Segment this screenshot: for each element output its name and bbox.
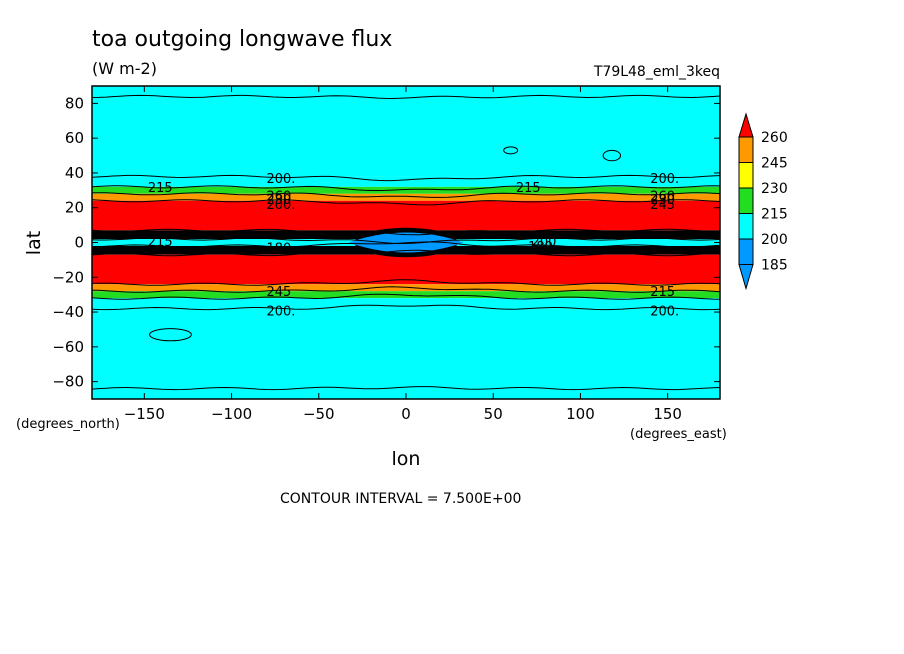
contour-label-15: 180	[528, 240, 553, 255]
contour-line-10	[91, 293, 721, 300]
colorbar-segment-3	[738, 213, 754, 240]
band-0	[92, 86, 720, 177]
colorbar-segment-4	[738, 238, 754, 265]
colorbar-label: 245	[761, 156, 788, 172]
y-tick-label: 40	[65, 164, 84, 182]
contour-line-13	[91, 386, 721, 391]
x-axis-label: lon	[392, 448, 421, 470]
y-tick-label: 80	[65, 94, 84, 112]
band-12	[92, 308, 720, 399]
contour-interval: CONTOUR INTERVAL = 7.500E+00	[280, 491, 521, 507]
colorbar-bottom-arrow	[738, 264, 754, 291]
colorbar-label: 200	[761, 232, 788, 248]
y-tick-label: 20	[65, 199, 84, 217]
contour-line-7	[91, 249, 721, 257]
contour-line-9	[91, 286, 721, 293]
contour-label-8: 230	[266, 193, 291, 208]
colorbar-top-arrow	[738, 112, 754, 138]
colorbar-label: 215	[761, 207, 788, 223]
contour-line-12	[91, 94, 721, 100]
contour-label-7: 260	[266, 190, 291, 205]
x-tick-label: −150	[124, 405, 165, 423]
contour-label-1: 200.	[266, 172, 295, 187]
y-axis-label: lat	[23, 231, 45, 255]
x-tick-label: 150	[653, 405, 682, 423]
band-11	[92, 298, 720, 309]
colorbar-label: 185	[761, 258, 788, 274]
contour-lines	[91, 94, 721, 391]
x-axis: −150 −100 −50 0 50 100 150	[124, 86, 682, 423]
band-3	[92, 193, 720, 201]
contour-label-5: 200.	[650, 304, 679, 319]
run-label: T79L48_eml_3keq	[593, 64, 720, 80]
contour-label-11: 230	[650, 193, 675, 208]
contour-label-2: 215	[516, 181, 541, 196]
colorbar: 260 245 230 215 200 185	[738, 112, 788, 291]
x-tick-label: 100	[566, 405, 595, 423]
contour-line-1	[91, 185, 721, 191]
contour-island-0	[149, 328, 192, 342]
y-axis-units: (degrees_north)	[16, 417, 120, 432]
contour-label-16: 200	[532, 235, 557, 250]
contour-island-2	[503, 146, 519, 155]
y-tick-label: −60	[52, 338, 84, 356]
band-4	[92, 200, 720, 231]
contour-line-6	[91, 241, 721, 248]
chart-title: toa outgoing longwave flux	[92, 27, 392, 52]
contour-line-4	[91, 228, 720, 236]
contour-line-11	[91, 304, 721, 311]
contour-line-5	[91, 237, 721, 244]
x-tick-label: 0	[401, 405, 411, 423]
colorbar-segment-2	[738, 187, 754, 214]
x-tick-label: −100	[211, 405, 252, 423]
y-tick-label: 60	[65, 129, 84, 147]
contour-label-4: 200.	[266, 304, 295, 319]
contour-label-14: 215	[148, 235, 173, 250]
contour-label-10: 260	[650, 190, 675, 205]
contour-label-9: 245	[650, 198, 675, 213]
contour-line-0	[91, 174, 721, 182]
chart-units: (W m-2)	[92, 59, 157, 78]
colorbar-label: 260	[761, 130, 788, 146]
band-10	[92, 291, 720, 299]
y-tick-label: −20	[52, 268, 84, 286]
y-tick-label: −80	[52, 373, 84, 391]
x-tick-label: −50	[303, 405, 335, 423]
band-1	[92, 176, 720, 187]
colorbar-segment-1	[738, 162, 754, 189]
colorbar-label: 230	[761, 181, 788, 197]
colorbar-segment-0	[738, 136, 754, 163]
contour-label-0: 215	[148, 181, 173, 196]
contour-label-3: 200.	[650, 172, 679, 187]
x-axis-units: (degrees_east)	[630, 427, 727, 442]
contour-label-6: 200.	[266, 198, 295, 213]
contour-label-13: 215	[650, 285, 675, 300]
band-2	[92, 186, 720, 194]
contour-island-1	[602, 149, 622, 162]
contour-line-2	[91, 192, 721, 198]
contour-label-12: 245	[266, 285, 291, 300]
contour-label-17: 180	[266, 242, 291, 257]
y-tick-label: 0	[74, 234, 84, 252]
x-tick-label: 50	[484, 405, 503, 423]
contour-line-3	[91, 199, 721, 206]
y-tick-label: −40	[52, 303, 84, 321]
contour-line-8	[91, 279, 721, 286]
